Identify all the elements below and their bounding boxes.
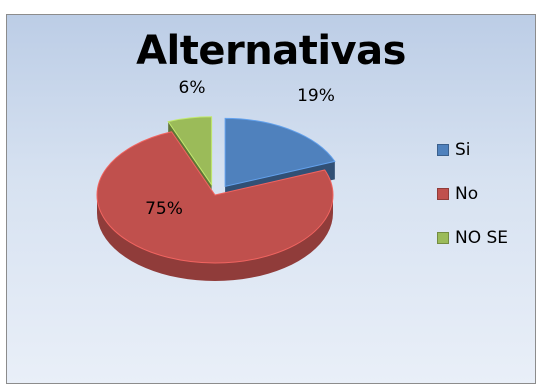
legend-swatch-no: [437, 188, 449, 200]
data-label-no: 75%: [145, 199, 183, 219]
legend: Si No NO SE: [437, 139, 508, 271]
legend-swatch-si: [437, 144, 449, 156]
data-label-no-se: 6%: [179, 78, 206, 98]
legend-label-no: No: [455, 184, 479, 204]
data-label-si: 19%: [297, 86, 335, 106]
legend-item-no: No: [437, 183, 508, 205]
legend-item-si: Si: [437, 139, 508, 161]
legend-label-si: Si: [455, 140, 471, 160]
legend-label-no-se: NO SE: [455, 228, 509, 248]
chart-title: Alternativas: [136, 28, 406, 74]
legend-item-no-se: NO SE: [437, 227, 508, 249]
pie-slice-no: [96, 131, 334, 281]
legend-swatch-no-se: [437, 232, 449, 244]
